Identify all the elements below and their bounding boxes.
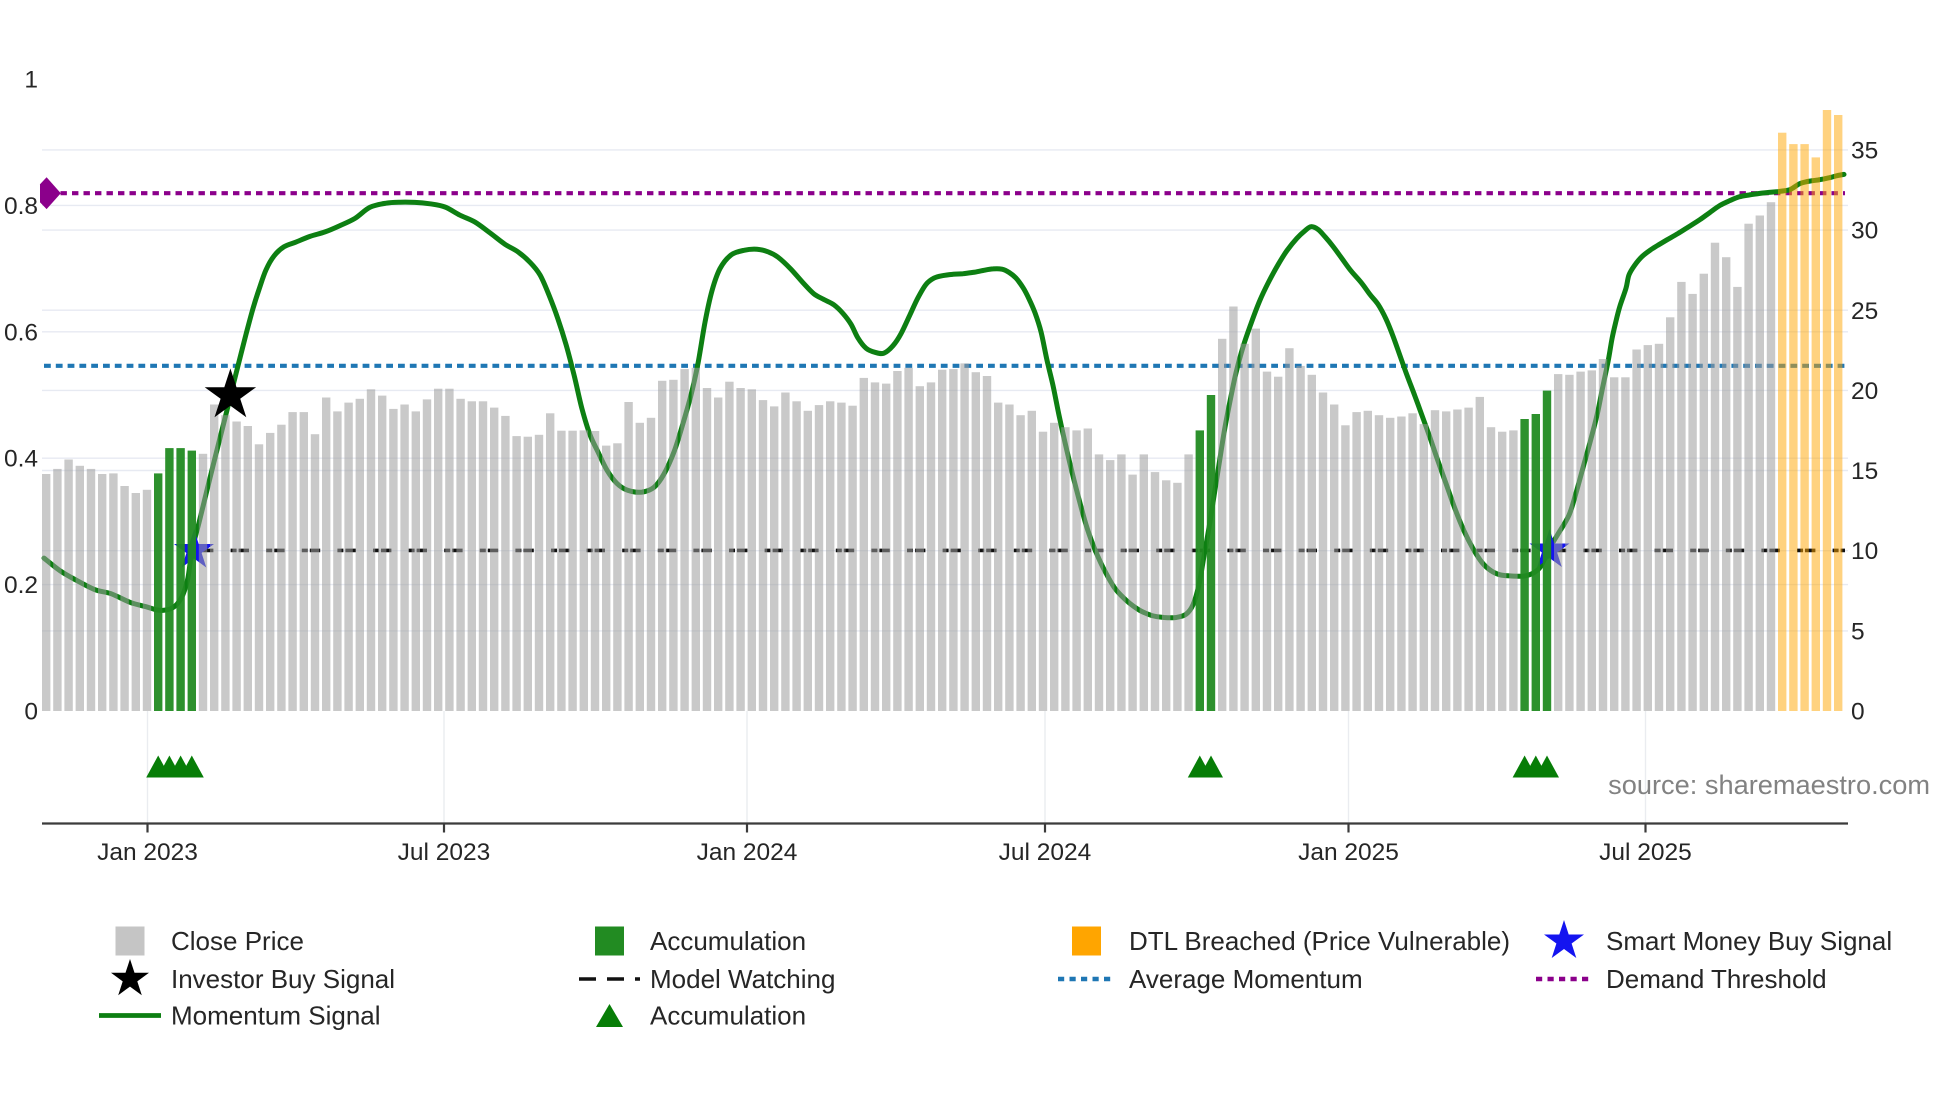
svg-text:Accumulation: Accumulation — [650, 926, 806, 956]
svg-text:20: 20 — [1851, 378, 1878, 405]
svg-text:35: 35 — [1851, 137, 1878, 164]
svg-text:25: 25 — [1851, 298, 1878, 325]
svg-text:30: 30 — [1851, 218, 1878, 245]
svg-text:0.4: 0.4 — [4, 446, 38, 473]
svg-text:Close Price: Close Price — [171, 926, 304, 956]
svg-text:5: 5 — [1851, 618, 1865, 645]
svg-text:0.8: 0.8 — [4, 193, 38, 220]
svg-text:Jan 2024: Jan 2024 — [697, 839, 798, 866]
svg-text:Jul 2025: Jul 2025 — [1599, 839, 1692, 866]
svg-text:0: 0 — [24, 699, 38, 726]
svg-text:0.2: 0.2 — [4, 572, 38, 599]
svg-text:Smart Money Buy Signal: Smart Money Buy Signal — [1606, 926, 1892, 956]
svg-text:1: 1 — [24, 67, 38, 94]
svg-text:Demand Threshold: Demand Threshold — [1606, 964, 1827, 994]
svg-text:Average Momentum: Average Momentum — [1129, 964, 1363, 994]
svg-text:0: 0 — [1851, 699, 1865, 726]
svg-text:Momentum Signal: Momentum Signal — [171, 1001, 381, 1031]
svg-text:Jan 2023: Jan 2023 — [97, 839, 198, 866]
svg-text:Accumulation: Accumulation — [650, 1001, 806, 1031]
svg-text:Jul 2023: Jul 2023 — [398, 839, 491, 866]
svg-text:source: sharemaestro.com: source: sharemaestro.com — [1608, 769, 1930, 800]
svg-text:Investor Buy Signal: Investor Buy Signal — [171, 964, 395, 994]
svg-text:10: 10 — [1851, 538, 1878, 565]
svg-text:DTL Breached (Price Vulnerable: DTL Breached (Price Vulnerable) — [1129, 926, 1510, 956]
svg-text:Jul 2024: Jul 2024 — [999, 839, 1092, 866]
svg-text:Jan 2025: Jan 2025 — [1298, 839, 1399, 866]
svg-text:15: 15 — [1851, 458, 1878, 485]
svg-text:0.6: 0.6 — [4, 319, 38, 346]
svg-text:Model Watching: Model Watching — [650, 964, 835, 994]
